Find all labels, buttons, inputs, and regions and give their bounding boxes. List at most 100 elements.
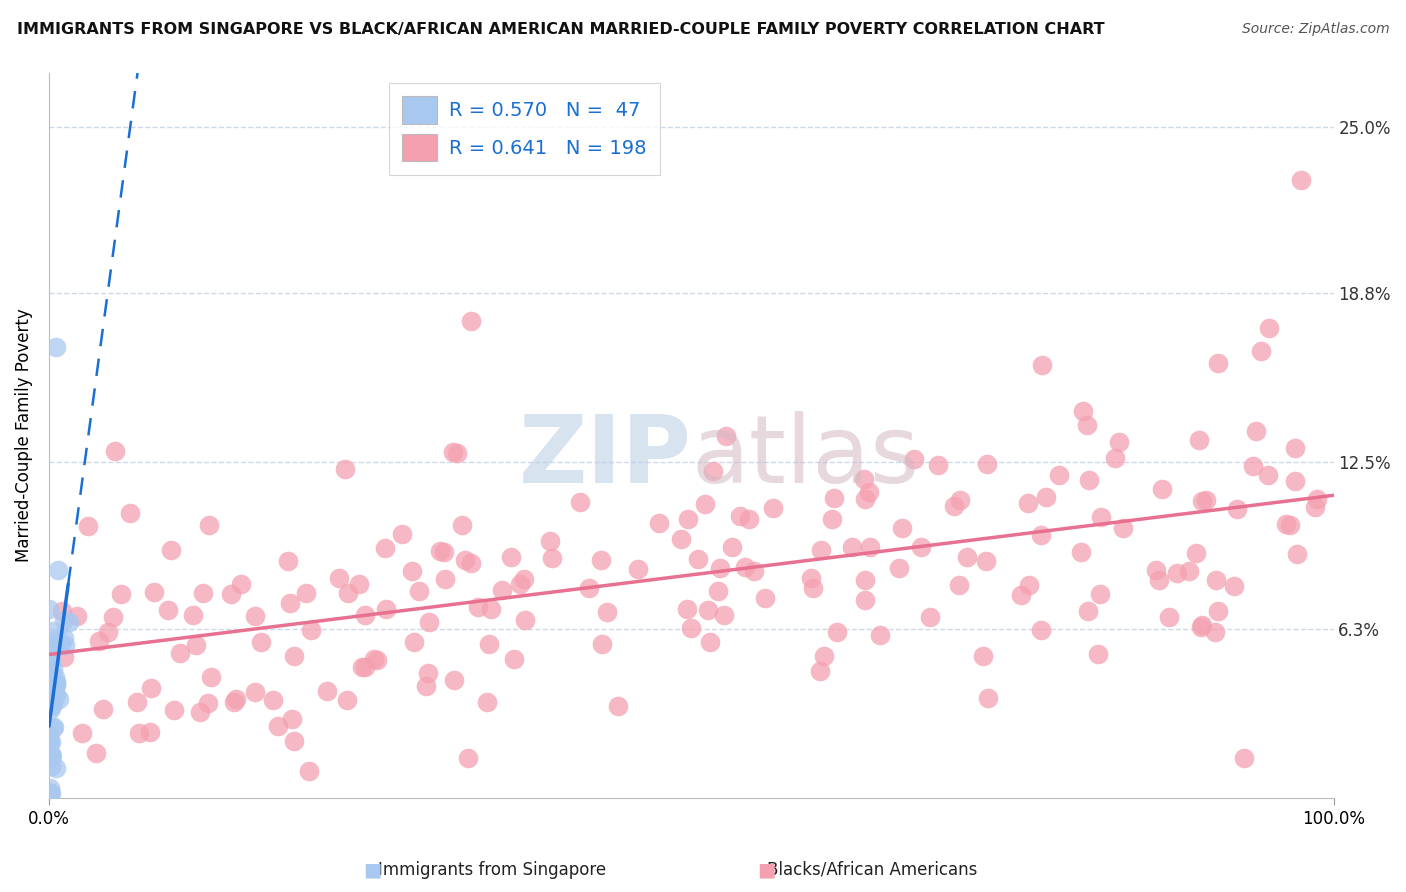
Point bbox=[225, 691, 247, 706]
Point bbox=[41, 670, 63, 684]
Point bbox=[347, 576, 370, 591]
Point bbox=[45, 677, 67, 691]
Point bbox=[89, 634, 111, 648]
Point bbox=[96, 625, 118, 640]
Point bbox=[1274, 517, 1296, 532]
Point bbox=[49, 638, 72, 652]
Point bbox=[1031, 358, 1053, 372]
Point bbox=[283, 733, 305, 747]
Point bbox=[1166, 566, 1188, 581]
Point bbox=[443, 673, 465, 687]
Point bbox=[607, 699, 630, 714]
Point bbox=[1070, 545, 1092, 559]
Point bbox=[1108, 435, 1130, 450]
Point bbox=[38, 786, 60, 800]
Point bbox=[709, 561, 731, 575]
Point bbox=[1047, 467, 1070, 482]
Point bbox=[734, 559, 756, 574]
Point bbox=[972, 648, 994, 663]
Point bbox=[46, 631, 69, 645]
Point bbox=[669, 532, 692, 546]
Point bbox=[295, 586, 318, 600]
Point bbox=[515, 614, 537, 628]
Point bbox=[53, 649, 76, 664]
Point bbox=[283, 649, 305, 664]
Point bbox=[713, 607, 735, 622]
Point bbox=[1090, 509, 1112, 524]
Point bbox=[41, 698, 63, 713]
Point bbox=[280, 712, 302, 726]
Point bbox=[42, 662, 65, 676]
Text: Blacks/African Americans: Blacks/African Americans bbox=[766, 861, 977, 879]
Point bbox=[42, 720, 65, 734]
Point bbox=[591, 553, 613, 567]
Point bbox=[41, 748, 63, 763]
Point bbox=[1284, 474, 1306, 488]
Point bbox=[1147, 573, 1170, 587]
Point bbox=[627, 562, 650, 576]
Point bbox=[1178, 564, 1201, 578]
Point bbox=[38, 703, 60, 717]
Point bbox=[956, 550, 979, 565]
Point bbox=[415, 679, 437, 693]
Point bbox=[353, 659, 375, 673]
Point bbox=[110, 587, 132, 601]
Point bbox=[250, 634, 273, 648]
Point bbox=[491, 582, 513, 597]
Point bbox=[1018, 578, 1040, 592]
Point bbox=[353, 608, 375, 623]
Point bbox=[39, 734, 62, 748]
Point bbox=[391, 527, 413, 541]
Point bbox=[52, 632, 75, 646]
Point bbox=[596, 605, 619, 619]
Point bbox=[39, 786, 62, 800]
Point bbox=[1241, 458, 1264, 473]
Point bbox=[1159, 610, 1181, 624]
Point bbox=[1303, 500, 1326, 514]
Point bbox=[853, 492, 876, 507]
Point bbox=[39, 653, 62, 667]
Point bbox=[1204, 624, 1226, 639]
Point bbox=[460, 314, 482, 328]
Point bbox=[45, 688, 67, 702]
Point bbox=[1195, 493, 1218, 508]
Point bbox=[375, 601, 398, 615]
Text: Source: ZipAtlas.com: Source: ZipAtlas.com bbox=[1241, 22, 1389, 37]
Text: ■: ■ bbox=[363, 860, 382, 880]
Point bbox=[278, 596, 301, 610]
Point bbox=[501, 549, 523, 564]
Point bbox=[38, 786, 60, 800]
Point bbox=[762, 500, 785, 515]
Point bbox=[686, 552, 709, 566]
Point bbox=[38, 781, 60, 796]
Point bbox=[366, 653, 388, 667]
Point bbox=[1017, 496, 1039, 510]
Point bbox=[42, 722, 65, 736]
Point bbox=[1010, 588, 1032, 602]
Point bbox=[1244, 424, 1267, 438]
Point bbox=[51, 603, 73, 617]
Point bbox=[891, 521, 914, 535]
Point bbox=[910, 540, 932, 554]
Point bbox=[754, 591, 776, 606]
Point bbox=[128, 726, 150, 740]
Point bbox=[869, 628, 891, 642]
Point bbox=[1031, 527, 1053, 541]
Point bbox=[568, 495, 591, 509]
Point bbox=[648, 516, 671, 531]
Point bbox=[159, 543, 181, 558]
Point bbox=[1077, 603, 1099, 617]
Point bbox=[512, 572, 534, 586]
Point bbox=[800, 571, 823, 585]
Point bbox=[181, 608, 204, 623]
Point bbox=[200, 670, 222, 684]
Point bbox=[41, 677, 63, 691]
Point bbox=[1226, 502, 1249, 516]
Text: IMMIGRANTS FROM SINGAPORE VS BLACK/AFRICAN AMERICAN MARRIED-COUPLE FAMILY POVERT: IMMIGRANTS FROM SINGAPORE VS BLACK/AFRIC… bbox=[17, 22, 1105, 37]
Point bbox=[53, 613, 76, 627]
Point bbox=[45, 340, 67, 354]
Point bbox=[336, 693, 359, 707]
Point bbox=[446, 446, 468, 460]
Point bbox=[118, 507, 141, 521]
Point bbox=[1257, 467, 1279, 482]
